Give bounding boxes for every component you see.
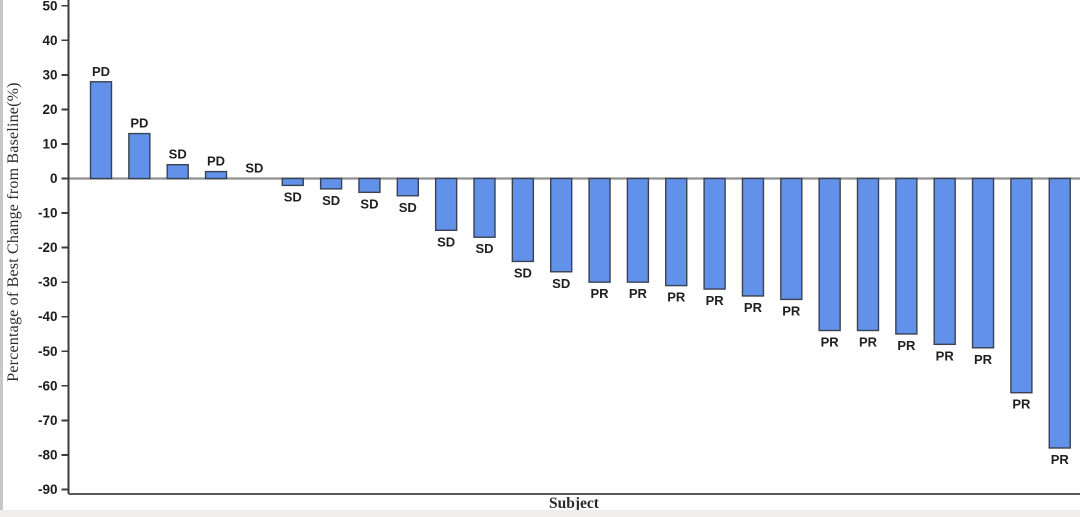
bar-response-label: PR [1051, 452, 1070, 467]
bar [1048, 177, 1071, 449]
bar-response-label: PD [207, 154, 225, 169]
y-tick-label: -80 [38, 447, 58, 462]
bar [128, 132, 151, 180]
bar [588, 177, 611, 283]
bar-response-label: SD [437, 234, 455, 249]
bar-response-label: SD [322, 193, 340, 208]
y-tick-label: 20 [42, 102, 57, 117]
y-tick-label: 50 [42, 0, 57, 13]
bar-response-label: PR [706, 293, 725, 308]
bar [895, 177, 918, 335]
y-axis-title: Percentage of Best Change from Baseline(… [5, 82, 22, 382]
screenshot-left-edge [0, 0, 3, 517]
y-tick-label: -90 [38, 482, 58, 497]
bar [780, 177, 803, 301]
bar-response-label: PR [744, 300, 763, 315]
bar-response-label: PR [629, 286, 648, 301]
bar [434, 177, 458, 232]
bar [319, 177, 343, 190]
bar-response-label: SD [360, 196, 378, 211]
bar [281, 177, 304, 187]
bar [473, 177, 496, 238]
bar-response-label: PD [130, 116, 148, 131]
bar [856, 177, 880, 332]
bar-response-label: PR [667, 290, 686, 305]
y-tick-label: -70 [38, 413, 58, 428]
bar-response-label: SD [399, 200, 417, 215]
bar [626, 177, 650, 283]
bar [511, 177, 535, 263]
y-tick-label: -40 [38, 309, 58, 324]
bar-response-label: PR [821, 335, 840, 350]
bar [396, 177, 419, 197]
bar-response-label: PR [859, 335, 878, 350]
y-tick-label: -50 [38, 344, 58, 359]
bar-response-label: PD [92, 64, 110, 79]
bar-response-label: SD [552, 276, 570, 291]
bar [741, 177, 765, 297]
x-axis-title: Subject [549, 495, 599, 512]
bar-response-label: SD [245, 161, 263, 176]
y-tick-label: 40 [42, 33, 57, 48]
bar-response-label: PR [974, 352, 993, 367]
screenshot-bottom-edge [0, 510, 1080, 517]
bar-response-label: PR [1012, 397, 1031, 412]
y-tick-label: -20 [38, 240, 58, 255]
bar [971, 177, 995, 349]
bar-response-label: PR [897, 338, 916, 353]
bar-response-label: PR [936, 348, 955, 363]
bar [204, 170, 228, 180]
y-tick-label: -10 [38, 206, 58, 221]
y-tick-label: 0 [50, 171, 58, 186]
bar-response-label: SD [475, 241, 493, 256]
bar-response-label: SD [284, 189, 302, 204]
bar-response-label: PR [591, 286, 610, 301]
y-tick-label: -30 [38, 275, 58, 290]
bar-response-label: SD [514, 265, 532, 280]
bar-response-label: SD [169, 147, 187, 162]
bar-response-label: PR [782, 303, 801, 318]
y-tick-label: 10 [42, 136, 57, 151]
bar [703, 177, 726, 290]
y-tick-label: 30 [42, 67, 57, 82]
bar [89, 81, 113, 180]
bar [550, 177, 573, 273]
bar [1010, 177, 1033, 394]
bar [933, 177, 956, 346]
bar [358, 177, 381, 194]
bar [818, 177, 841, 332]
bar [665, 177, 688, 287]
bar [166, 163, 189, 180]
y-tick-label: -60 [38, 378, 58, 393]
